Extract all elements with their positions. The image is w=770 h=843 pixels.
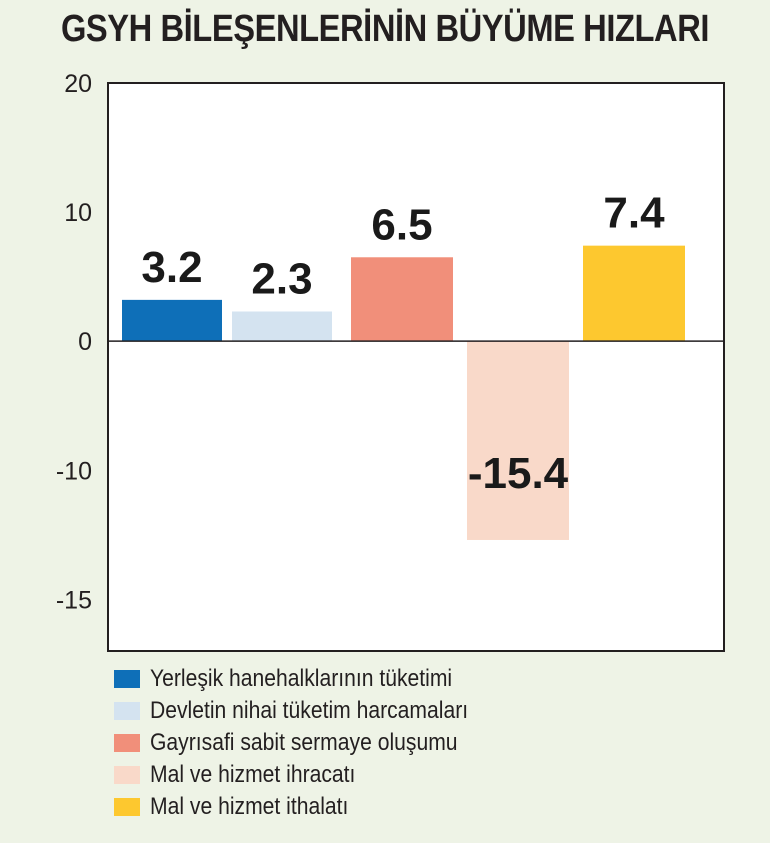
legend-item: Mal ve hizmet ithalatı <box>114 791 512 823</box>
y-tick-label: -10 <box>56 457 92 485</box>
plot-area <box>107 82 725 652</box>
legend-label: Mal ve hizmet ithalatı <box>150 793 349 820</box>
legend-swatch <box>114 702 140 720</box>
data-label: -15.4 <box>468 449 569 498</box>
legend-label: Mal ve hizmet ihracatı <box>150 761 356 788</box>
legend-item: Gayrısafi sabit sermaye oluşumu <box>114 727 512 759</box>
data-label: 7.4 <box>603 189 665 238</box>
y-tick-label: 0 <box>78 328 92 356</box>
y-tick-label: -15 <box>56 586 92 614</box>
data-label: 3.2 <box>141 243 202 292</box>
bar <box>351 257 453 342</box>
legend-label: Devletin nihai tüketim harcamaları <box>150 697 469 724</box>
bar <box>583 245 685 342</box>
y-tick-label: 10 <box>64 199 92 227</box>
legend-swatch <box>114 670 140 688</box>
legend: Yerleşik hanehalklarının tüketimi Devleti… <box>114 663 512 823</box>
bar <box>122 299 222 342</box>
legend-label: Gayrısafi sabit sermaye oluşumu <box>150 729 458 756</box>
bar <box>232 311 332 342</box>
bar <box>467 341 569 540</box>
legend-swatch <box>114 798 140 816</box>
data-label: 6.5 <box>371 200 432 249</box>
legend-item: Yerleşik hanehalklarının tüketimi <box>114 663 512 695</box>
legend-item: Devletin nihai tüketim harcamaları <box>114 695 512 727</box>
legend-label: Yerleşik hanehalklarının tüketimi <box>150 665 453 692</box>
legend-swatch <box>114 766 140 784</box>
legend-item: Mal ve hizmet ihracatı <box>114 759 512 791</box>
y-tick-label: 20 <box>64 70 92 98</box>
data-label: 2.3 <box>251 254 312 303</box>
chart-title: GSYH BİLEŞENLERİNİN BÜYÜME HIZLARI <box>60 8 710 50</box>
legend-swatch <box>114 734 140 752</box>
